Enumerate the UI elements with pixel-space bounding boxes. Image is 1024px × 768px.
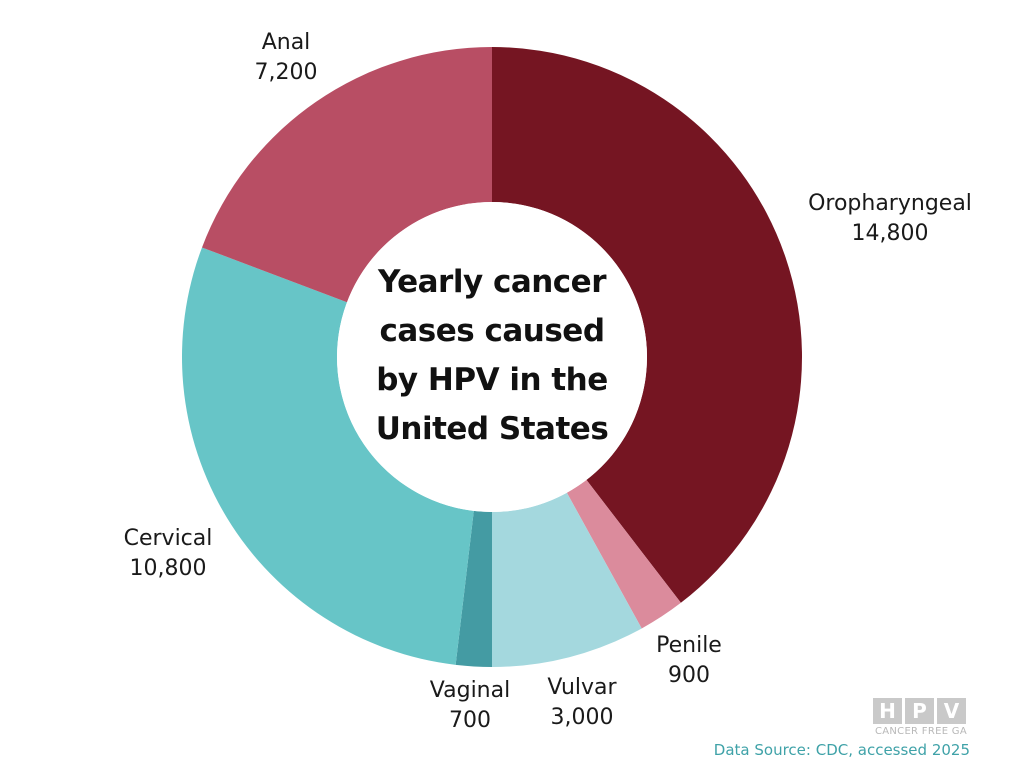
chart-title-line: Yearly cancer bbox=[377, 264, 607, 300]
slice-label-name: Cervical bbox=[123, 526, 213, 551]
slice-vulvar bbox=[492, 492, 642, 667]
chart-title: Yearly cancer cases caused by HPV in the… bbox=[342, 258, 642, 454]
slice-label-value: 900 bbox=[668, 663, 710, 688]
slice-label-value: 10,800 bbox=[129, 556, 207, 581]
slice-label-value: 7,200 bbox=[254, 60, 318, 85]
logo-letter: V bbox=[937, 698, 966, 724]
slice-label-name: Anal bbox=[261, 30, 311, 55]
logo-letter: H bbox=[873, 698, 902, 724]
slice-label-name: Oropharyngeal bbox=[808, 191, 972, 216]
slice-label-vulvar: Vulvar 3,000 bbox=[520, 673, 644, 733]
slice-label-value: 14,800 bbox=[851, 221, 929, 246]
slice-label-penile: Penile 900 bbox=[624, 631, 754, 691]
donut-hole bbox=[337, 202, 647, 512]
chart-title-line: United States bbox=[375, 411, 609, 447]
hpv-cancer-free-logo: H P V CANCER FREE GA bbox=[873, 698, 967, 737]
slice-oropharyngeal bbox=[492, 47, 803, 603]
chart-title-line: by HPV in the bbox=[376, 362, 608, 398]
slice-label-name: Vaginal bbox=[429, 678, 511, 703]
chart-title-line: cases caused bbox=[379, 313, 605, 349]
slice-anal bbox=[202, 47, 492, 303]
slice-label-name: Penile bbox=[656, 633, 722, 658]
slice-label-value: 700 bbox=[449, 708, 491, 733]
slice-penile bbox=[566, 479, 681, 629]
slice-label-oropharyngeal: Oropharyngeal 14,800 bbox=[780, 189, 1000, 249]
slice-label-vaginal: Vaginal 700 bbox=[408, 676, 532, 736]
slice-label-name: Vulvar bbox=[547, 675, 617, 700]
logo-subtitle: CANCER FREE GA bbox=[874, 726, 967, 737]
slice-label-value: 3,000 bbox=[550, 705, 614, 730]
logo-letter: P bbox=[905, 698, 934, 724]
slice-vaginal bbox=[455, 510, 492, 667]
data-source-note: Data Source: CDC, accessed 2025 bbox=[713, 741, 970, 759]
slice-cervical bbox=[182, 247, 474, 665]
slice-label-anal: Anal 7,200 bbox=[226, 28, 346, 88]
donut-slices bbox=[182, 47, 803, 667]
slice-label-cervical: Cervical 10,800 bbox=[96, 524, 240, 584]
